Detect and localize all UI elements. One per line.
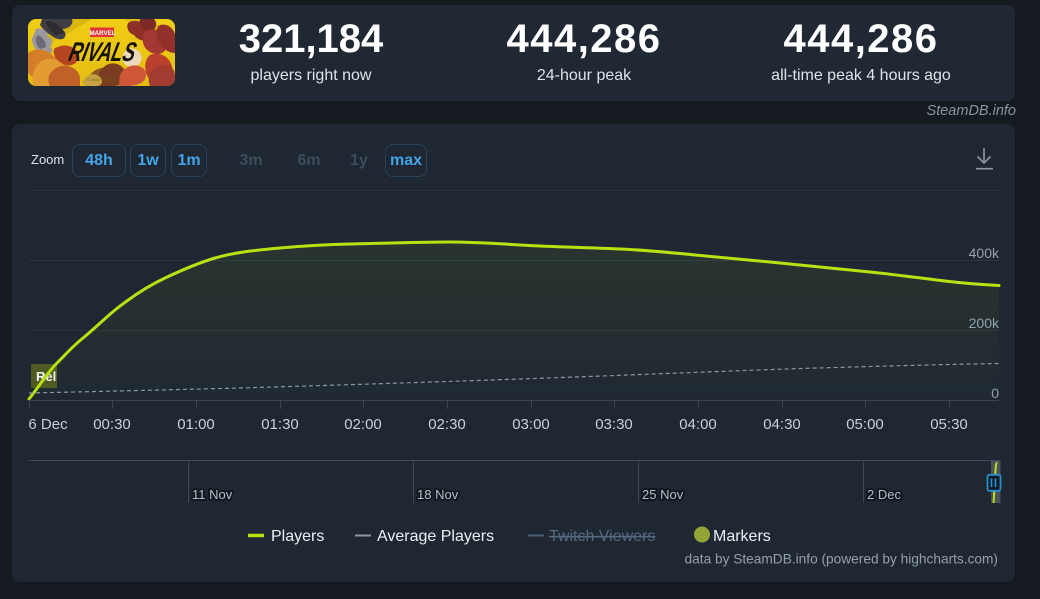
svg-text:200k: 200k bbox=[969, 315, 1000, 331]
svg-text:05:00: 05:00 bbox=[846, 416, 884, 433]
svg-text:400k: 400k bbox=[969, 245, 1000, 261]
svg-text:01:30: 01:30 bbox=[261, 416, 299, 433]
svg-text:2 Dec: 2 Dec bbox=[867, 487, 901, 502]
svg-text:00:30: 00:30 bbox=[93, 416, 131, 433]
svg-text:Twitch Viewers: Twitch Viewers bbox=[549, 528, 655, 545]
svg-text:Players: Players bbox=[271, 528, 324, 545]
svg-text:Average Players: Average Players bbox=[377, 528, 494, 545]
svg-text:01:00: 01:00 bbox=[177, 416, 215, 433]
svg-text:02:30: 02:30 bbox=[428, 416, 466, 433]
svg-text:Markers: Markers bbox=[713, 528, 771, 545]
svg-text:02:00: 02:00 bbox=[344, 416, 382, 433]
svg-text:03:00: 03:00 bbox=[512, 416, 550, 433]
svg-text:04:00: 04:00 bbox=[679, 416, 717, 433]
svg-text:MARVEL: MARVEL bbox=[89, 30, 115, 37]
svg-text:18 Nov: 18 Nov bbox=[417, 487, 459, 502]
svg-text:11 Nov: 11 Nov bbox=[192, 487, 233, 502]
svg-text:RIVALS: RIVALS bbox=[66, 36, 140, 67]
svg-text:04:30: 04:30 bbox=[763, 416, 801, 433]
svg-text:data by SteamDB.info (powered: data by SteamDB.info (powered by highcha… bbox=[685, 552, 998, 567]
svg-text:6 Dec: 6 Dec bbox=[28, 416, 68, 433]
svg-text:05:30: 05:30 bbox=[930, 416, 968, 433]
svg-text:25 Nov: 25 Nov bbox=[642, 487, 684, 502]
svg-text:© 2024 MARVEL: © 2024 MARVEL bbox=[87, 77, 118, 82]
svg-text:03:30: 03:30 bbox=[595, 416, 633, 433]
svg-text:0: 0 bbox=[991, 385, 999, 401]
